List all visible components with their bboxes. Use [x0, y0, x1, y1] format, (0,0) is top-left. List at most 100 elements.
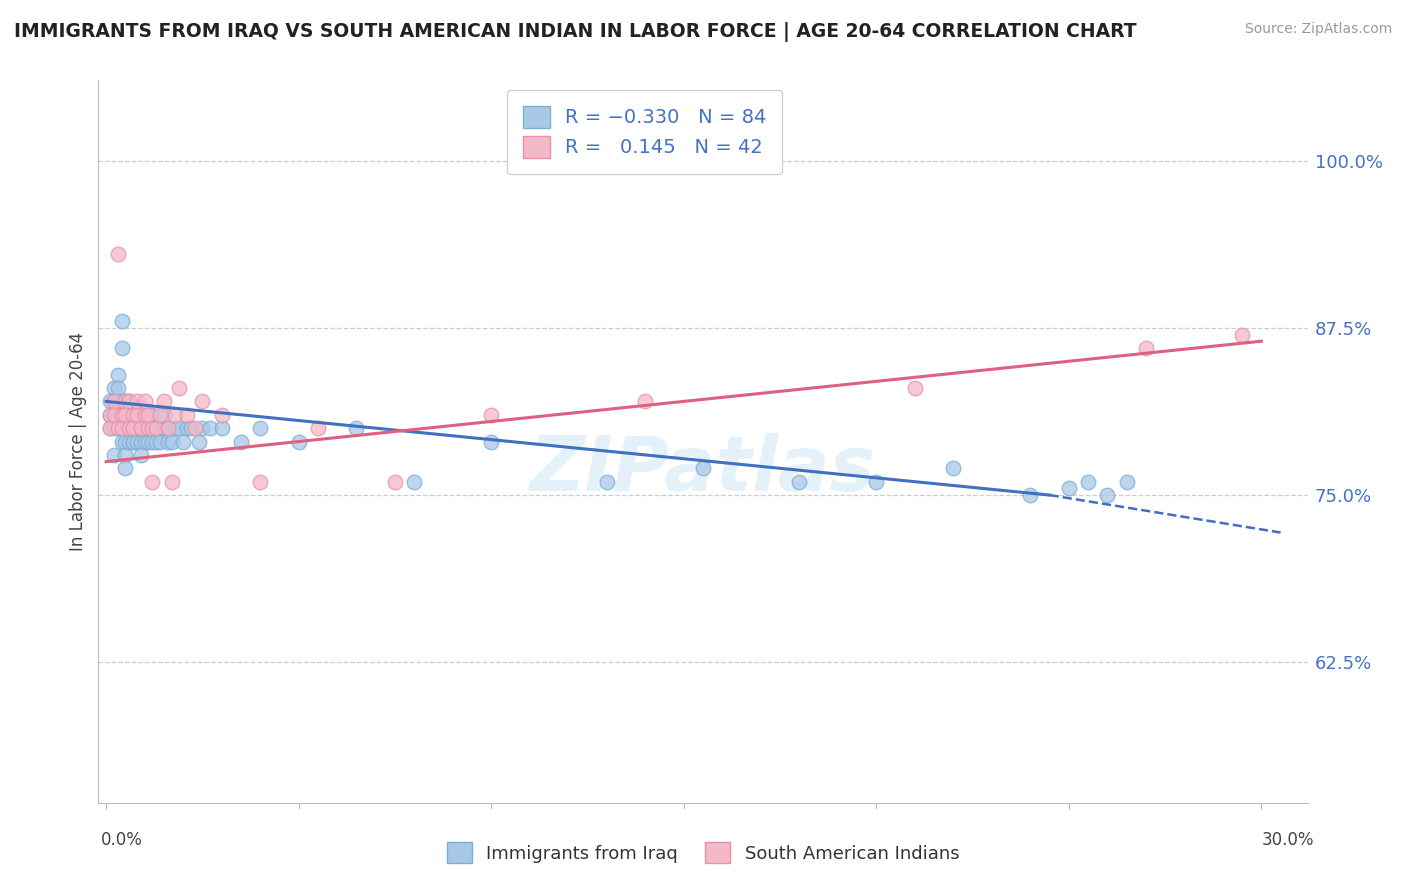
Point: [479, 434, 502, 449]
Point: [384, 475, 406, 489]
Point: [134, 421, 156, 435]
Point: [125, 421, 148, 435]
Point: [103, 448, 125, 462]
Point: [149, 434, 172, 449]
Point: [98, 421, 121, 435]
Text: Source: ZipAtlas.com: Source: ZipAtlas.com: [1244, 22, 1392, 37]
Point: [153, 408, 176, 422]
Point: [114, 461, 136, 475]
Point: [118, 421, 141, 435]
Point: [138, 421, 160, 435]
Point: [156, 421, 179, 435]
Text: 30.0%: 30.0%: [1263, 831, 1315, 849]
Point: [107, 368, 129, 382]
Point: [149, 421, 172, 435]
Point: [145, 421, 167, 435]
Point: [138, 421, 160, 435]
Point: [118, 421, 141, 435]
Point: [145, 421, 167, 435]
Point: [479, 408, 502, 422]
Point: [211, 421, 233, 435]
Point: [176, 408, 198, 422]
Point: [180, 421, 202, 435]
Point: [122, 434, 145, 449]
Point: [141, 421, 163, 435]
Point: [172, 434, 194, 449]
Point: [134, 434, 156, 449]
Point: [346, 421, 368, 435]
Point: [114, 408, 136, 422]
Point: [229, 434, 252, 449]
Text: ZIPatlas: ZIPatlas: [530, 434, 876, 508]
Point: [110, 314, 132, 328]
Point: [122, 421, 145, 435]
Point: [103, 394, 125, 409]
Point: [134, 408, 156, 422]
Point: [169, 381, 191, 395]
Point: [103, 408, 125, 422]
Point: [138, 434, 160, 449]
Point: [1097, 488, 1119, 502]
Point: [118, 434, 141, 449]
Point: [114, 394, 136, 409]
Point: [110, 434, 132, 449]
Point: [307, 421, 329, 435]
Point: [110, 421, 132, 435]
Point: [125, 408, 148, 422]
Point: [141, 421, 163, 435]
Point: [125, 421, 148, 435]
Point: [1077, 475, 1099, 489]
Point: [118, 394, 141, 409]
Point: [122, 421, 145, 435]
Point: [596, 475, 619, 489]
Text: IMMIGRANTS FROM IRAQ VS SOUTH AMERICAN INDIAN IN LABOR FORCE | AGE 20-64 CORRELA: IMMIGRANTS FROM IRAQ VS SOUTH AMERICAN I…: [14, 22, 1136, 42]
Point: [1135, 341, 1157, 355]
Point: [787, 475, 810, 489]
Point: [118, 394, 141, 409]
Point: [103, 408, 125, 422]
Point: [129, 448, 152, 462]
Point: [141, 434, 163, 449]
Point: [692, 461, 714, 475]
Point: [169, 421, 191, 435]
Point: [114, 394, 136, 409]
Point: [107, 408, 129, 422]
Point: [129, 434, 152, 449]
Text: 0.0%: 0.0%: [101, 831, 143, 849]
Point: [1230, 327, 1253, 342]
Point: [198, 421, 221, 435]
Point: [404, 475, 426, 489]
Point: [165, 408, 187, 422]
Point: [98, 408, 121, 422]
Legend: R = −0.330   N = 84, R =   0.145   N = 42: R = −0.330 N = 84, R = 0.145 N = 42: [508, 90, 782, 174]
Point: [134, 408, 156, 422]
Point: [1115, 475, 1137, 489]
Point: [122, 408, 145, 422]
Point: [103, 421, 125, 435]
Point: [141, 475, 163, 489]
Point: [160, 434, 183, 449]
Point: [98, 421, 121, 435]
Point: [153, 421, 176, 435]
Point: [191, 394, 214, 409]
Point: [114, 421, 136, 435]
Point: [114, 408, 136, 422]
Point: [176, 421, 198, 435]
Point: [904, 381, 927, 395]
Point: [98, 408, 121, 422]
Point: [107, 381, 129, 395]
Point: [187, 434, 209, 449]
Point: [249, 475, 271, 489]
Point: [98, 394, 121, 409]
Point: [110, 421, 132, 435]
Point: [249, 421, 271, 435]
Point: [122, 408, 145, 422]
Point: [107, 394, 129, 409]
Point: [114, 434, 136, 449]
Point: [129, 421, 152, 435]
Point: [110, 408, 132, 422]
Point: [129, 421, 152, 435]
Point: [138, 408, 160, 422]
Point: [287, 434, 309, 449]
Point: [114, 448, 136, 462]
